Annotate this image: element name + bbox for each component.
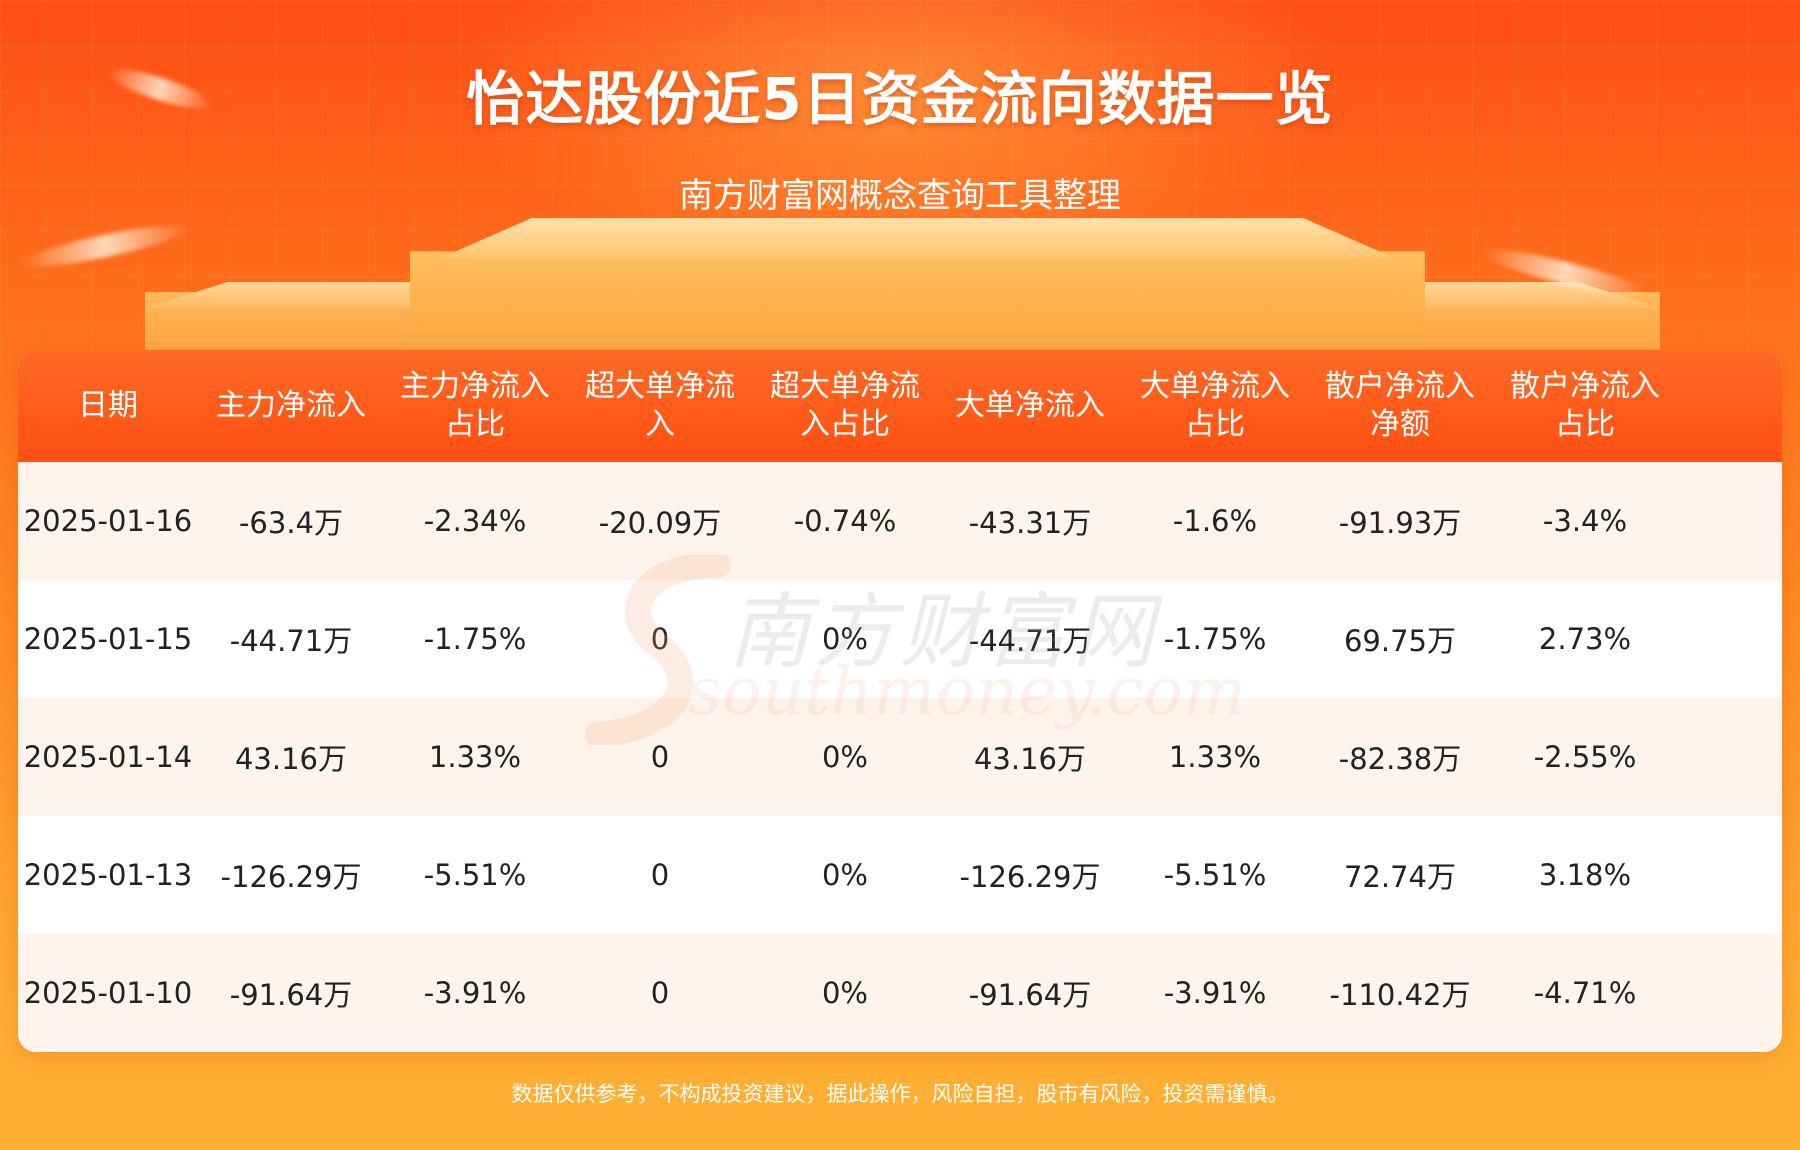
column-header: 散户净流入 净额 bbox=[1308, 350, 1492, 462]
table-cell: -1.75% bbox=[423, 622, 527, 656]
table-cell: 0% bbox=[821, 976, 868, 1010]
column-header-label: 散户净流入 bbox=[1325, 369, 1475, 404]
table-cell: -63.4万 bbox=[238, 506, 344, 540]
table-cell: -82.38万 bbox=[1338, 742, 1462, 776]
table-cell-date: 2025-01-15 bbox=[23, 622, 193, 656]
table-cell: -126.29万 bbox=[220, 860, 362, 894]
table-cell: -2.55% bbox=[1533, 740, 1637, 774]
table-cell: -5.51% bbox=[1163, 858, 1267, 892]
table-row: 2025-01-15 -44.71万 -1.75% 0 0% -44.71万 -1.75% 6… bbox=[18, 580, 1782, 698]
table-cell: 0 bbox=[650, 858, 670, 892]
table-row: 2025-01-13 -126.29万 -5.51% 0 0% -126.29万 -5.51… bbox=[18, 816, 1782, 934]
table-cell: -91.64万 bbox=[229, 978, 353, 1012]
column-header-label: 超大单净流 bbox=[770, 369, 920, 404]
column-header-label: 占比 bbox=[1185, 407, 1245, 442]
table-cell: 0% bbox=[821, 622, 868, 656]
table-cell-date: 2025-01-14 bbox=[23, 740, 193, 774]
table-cell: -126.29万 bbox=[959, 860, 1101, 894]
table-cell: -4.71% bbox=[1533, 976, 1637, 1010]
column-header-label: 入 bbox=[645, 407, 675, 442]
column-header-label: 主力净流入 bbox=[400, 369, 550, 404]
table-cell: -0.74% bbox=[793, 504, 897, 538]
table-cell: 43.16万 bbox=[234, 742, 348, 776]
data-table: 日期 主力净流入 主力净流入 占比 超大单净流入超大单净流 入占比 大单净流入 大单净流入 占比… bbox=[18, 350, 1782, 1052]
column-header-label: 入占比 bbox=[800, 407, 890, 442]
table-cell: -44.71万 bbox=[229, 624, 353, 658]
column-header: 超大单净流 入占比 bbox=[753, 350, 937, 462]
table-cell-date: 2025-01-10 bbox=[23, 976, 193, 1010]
column-header-label: 主力净流入 bbox=[216, 388, 366, 423]
column-header-label: 大单净流入 bbox=[1140, 369, 1290, 404]
table-cell: -5.51% bbox=[423, 858, 527, 892]
column-header: 主力净流入 占比 bbox=[383, 350, 567, 462]
table-row: 2025-01-14 43.16万 1.33% 0 0% 43.16万 1.33% -82.3… bbox=[18, 698, 1782, 816]
table-cell: -43.31万 bbox=[968, 506, 1092, 540]
table-cell: -91.64万 bbox=[968, 978, 1092, 1012]
column-header-label: 占比 bbox=[1555, 407, 1615, 442]
table-cell: 2.73% bbox=[1538, 622, 1632, 656]
table-cell-date: 2025-01-16 bbox=[23, 504, 193, 538]
column-header-label: 净额 bbox=[1370, 407, 1430, 442]
column-header: 超大单净流入 bbox=[568, 350, 752, 462]
table-cell: 0% bbox=[821, 858, 868, 892]
decor-block-center-top bbox=[440, 218, 1395, 258]
column-header: 散户净流入 占比 bbox=[1493, 350, 1677, 462]
column-header-label: 占比 bbox=[445, 407, 505, 442]
column-header-label: 大单净流入 bbox=[955, 388, 1105, 423]
table-cell: 1.33% bbox=[428, 740, 522, 774]
table-cell: -3.91% bbox=[423, 976, 527, 1010]
table-cell: 3.18% bbox=[1538, 858, 1632, 892]
page-title: 怡达股份近5日资金流向数据一览 bbox=[466, 65, 1334, 133]
table-cell: -1.6% bbox=[1172, 504, 1258, 538]
table-row: 2025-01-10 -91.64万 -3.91% 0 0% -91.64万 -3.91% -… bbox=[18, 934, 1782, 1052]
column-header: 日期 bbox=[18, 350, 200, 462]
table-cell: 0 bbox=[650, 740, 670, 774]
table-cell: -3.91% bbox=[1163, 976, 1267, 1010]
column-header-label: 日期 bbox=[78, 388, 138, 423]
table-cell: 72.74万 bbox=[1343, 860, 1457, 894]
table-header: 日期 主力净流入 主力净流入 占比 超大单净流入超大单净流 入占比 大单净流入 大单净流入 占比… bbox=[18, 350, 1782, 462]
table-cell: -3.4% bbox=[1542, 504, 1628, 538]
disclaimer: 数据仅供参考，不构成投资建议，据此操作，风险自担，股市有风险，投资需谨慎。 bbox=[511, 1082, 1289, 1106]
table-row: 2025-01-16 -63.4万 -2.34% -20.09万 -0.74% -43.3… bbox=[18, 462, 1782, 580]
table-cell: -20.09万 bbox=[598, 506, 722, 540]
table-cell: 1.33% bbox=[1168, 740, 1262, 774]
column-header: 大单净流入 占比 bbox=[1123, 350, 1307, 462]
table-cell: 0% bbox=[821, 740, 868, 774]
column-header: 主力净流入 bbox=[199, 350, 383, 462]
table-cell: -2.34% bbox=[423, 504, 527, 538]
table-cell: -44.71万 bbox=[968, 624, 1092, 658]
column-header-label: 超大单净流 bbox=[585, 369, 735, 404]
page-subtitle: 南方财富网概念查询工具整理 bbox=[679, 176, 1121, 216]
table-cell: -110.42万 bbox=[1329, 978, 1471, 1012]
table-cell: 43.16万 bbox=[973, 742, 1087, 776]
table-cell-date: 2025-01-13 bbox=[23, 858, 193, 892]
table-cell: 0 bbox=[650, 976, 670, 1010]
table-cell: 0 bbox=[650, 622, 670, 656]
column-header-label: 散户净流入 bbox=[1510, 369, 1660, 404]
column-header: 大单净流入 bbox=[938, 350, 1122, 462]
table-cell: -1.75% bbox=[1163, 622, 1267, 656]
table-cell: -91.93万 bbox=[1338, 506, 1462, 540]
table-cell: 69.75万 bbox=[1343, 624, 1457, 658]
